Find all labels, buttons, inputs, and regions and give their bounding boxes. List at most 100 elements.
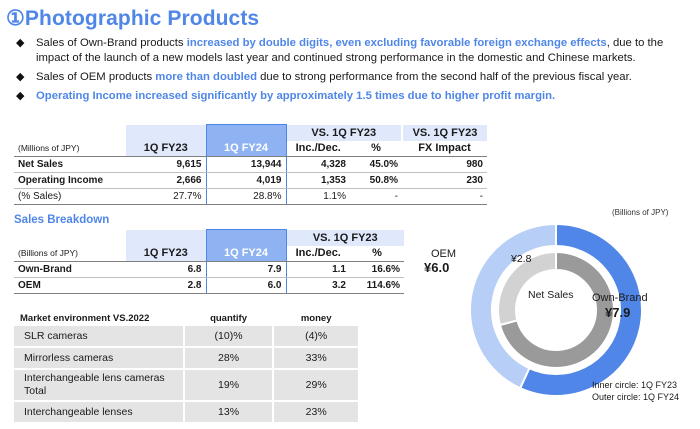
header-fx-impact: FX Impact [402, 140, 487, 157]
own-brand-outer-value: ¥7.9 [605, 305, 631, 320]
table-row: (% Sales) 27.7% 28.8% 1.1% - - [14, 188, 487, 205]
cell-quantify: 19% [183, 369, 275, 402]
header-money: money [300, 313, 332, 324]
diamond-bullet-icon: ◆ [16, 90, 25, 102]
cell-pct: - [350, 188, 402, 205]
header-1q-fy24: 1Q FY24 [205, 140, 287, 157]
table-row: SLR cameras (10)% (4)% [14, 326, 360, 348]
cell-pct: 114.6% [350, 277, 404, 294]
summary-bullets: ◆ Sales of Own-Brand products increased … [14, 36, 694, 108]
header-market-env: Market environment VS.2022 [20, 313, 150, 324]
sales-breakdown-table: VS. 1Q FY23 (Billions of JPY) 1Q FY23 1Q… [14, 229, 404, 294]
cell-pct: 45.0% [350, 156, 402, 173]
bullet-highlight: increased by double digits, even excludi… [186, 37, 607, 49]
cell-money: (4)% [273, 326, 360, 348]
table-row: Own-Brand 6.8 7.9 1.1 16.6% [14, 261, 404, 278]
cell-fy23: 27.7% [126, 188, 206, 205]
chart-unit: (Billions of JPY) [612, 208, 669, 217]
cell-fy23: 6.8 [126, 261, 206, 278]
cell-fx: - [402, 188, 487, 205]
legend-outer-circle: Outer circle: 1Q FY24 [592, 392, 680, 402]
donut-center-label: Net Sales [528, 289, 574, 301]
bullet-text: Sales of Own-Brand products [36, 37, 187, 49]
cell-quantify: 28% [183, 347, 275, 370]
cell-fy24: 6.0 [205, 277, 287, 294]
outer-own-brand-slice [518, 222, 643, 397]
own-brand-slice-label: Own-Brand [592, 292, 648, 304]
cell-inc: 3.2 [286, 277, 350, 294]
header-pct: % [350, 245, 404, 262]
cell-fy24: 13,944 [205, 156, 287, 173]
header-1q-fy24: 1Q FY24 [205, 245, 287, 262]
header-vs-fx: VS. 1Q FY23 [401, 124, 487, 141]
bullet-own-brand: ◆ Sales of Own-Brand products increased … [14, 36, 694, 66]
bullet-text: , due to the impact of the launch of a n… [36, 37, 664, 64]
cell-money: 29% [273, 369, 360, 402]
net-sales-donut-chart [469, 222, 643, 397]
header-quantify: quantify [210, 313, 248, 324]
table-unit: (Millions of JPY) [14, 140, 126, 157]
bullet-operating-income: ◆ Operating Income increased significant… [14, 89, 694, 104]
cell-fy24: 28.8% [205, 188, 287, 205]
table-row: Interchangeable lenses 13% 23% [14, 401, 360, 424]
bullet-oem: ◆ Sales of OEM products more than double… [14, 70, 694, 85]
inner-own-brand-slice [498, 250, 615, 369]
row-label: Interchangeable lenses [14, 401, 185, 424]
cell-fy24: 7.9 [205, 261, 287, 278]
oem-outer-value: ¥6.0 [424, 260, 450, 275]
row-label: OEM [14, 277, 126, 294]
table-row: Mirrorless cameras 28% 33% [14, 347, 360, 370]
header-1q-fy23: 1Q FY23 [126, 245, 206, 262]
cell-money: 33% [273, 347, 360, 370]
oem-slice-label: OEM [431, 248, 457, 260]
cell-money: 23% [273, 401, 360, 424]
cell-quantify: (10)% [183, 326, 275, 348]
outer-oem-slice [469, 222, 557, 390]
cell-fx: 980 [402, 156, 487, 173]
header-vs: VS. 1Q FY23 [286, 124, 402, 141]
market-environment-table: Market environment VS.2022 quantify mone… [14, 311, 360, 424]
header-vs: VS. 1Q FY23 [286, 229, 404, 246]
table-row: OEM 2.8 6.0 3.2 114.6% [14, 277, 404, 294]
bullet-highlight: Operating Income increased significantly… [36, 90, 556, 102]
bullet-highlight: more than doubled [155, 71, 257, 83]
cell-fy23: 2,666 [126, 172, 206, 189]
table-row: Interchangeable lens cameras Total 19% 2… [14, 369, 360, 402]
inner-oem-slice [497, 250, 557, 327]
cell-fy24: 4,019 [205, 172, 287, 189]
row-label: Net Sales [14, 156, 126, 173]
row-label: Operating Income [14, 172, 126, 189]
header-1q-fy23: 1Q FY23 [126, 140, 206, 157]
sales-breakdown-heading: Sales Breakdown [14, 214, 110, 226]
results-table: VS. 1Q FY23 VS. 1Q FY23 (Millions of JPY… [14, 124, 487, 205]
cell-pct: 50.8% [350, 172, 402, 189]
table-row: Net Sales 9,615 13,944 4,328 45.0% 980 [14, 156, 487, 173]
cell-inc: 1.1% [286, 188, 350, 205]
legend-inner-circle: Inner circle: 1Q FY23 [592, 380, 678, 390]
oem-inner-value: ¥2.8 [511, 253, 532, 265]
diamond-bullet-icon: ◆ [16, 71, 25, 83]
header-inc-dec: Inc./Dec. [286, 245, 350, 262]
bullet-text: due to strong performance from the secon… [256, 71, 632, 83]
table-row: Operating Income 2,666 4,019 1,353 50.8%… [14, 172, 487, 189]
cell-inc: 1,353 [286, 172, 350, 189]
cell-inc: 1.1 [286, 261, 350, 278]
diamond-bullet-icon: ◆ [16, 37, 25, 49]
cell-fx: 230 [402, 172, 487, 189]
cell-fy23: 9,615 [126, 156, 206, 173]
cell-inc: 4,328 [286, 156, 350, 173]
row-label: Own-Brand [14, 261, 126, 278]
row-label: Mirrorless cameras [14, 347, 185, 370]
row-label: (% Sales) [14, 188, 126, 205]
own-brand-inner-value: ¥6.8 [562, 320, 583, 332]
row-label: Interchangeable lens cameras Total [14, 369, 185, 402]
cell-fy23: 2.8 [126, 277, 206, 294]
cell-quantify: 13% [183, 401, 275, 424]
row-label: SLR cameras [14, 326, 185, 348]
bullet-text: Sales of OEM products [36, 71, 156, 83]
header-pct: % [350, 140, 402, 157]
cell-pct: 16.6% [350, 261, 404, 278]
page-title: ①Photographic Products [6, 7, 260, 30]
table-unit: (Billions of JPY) [14, 245, 126, 262]
header-inc-dec: Inc./Dec. [286, 140, 350, 157]
